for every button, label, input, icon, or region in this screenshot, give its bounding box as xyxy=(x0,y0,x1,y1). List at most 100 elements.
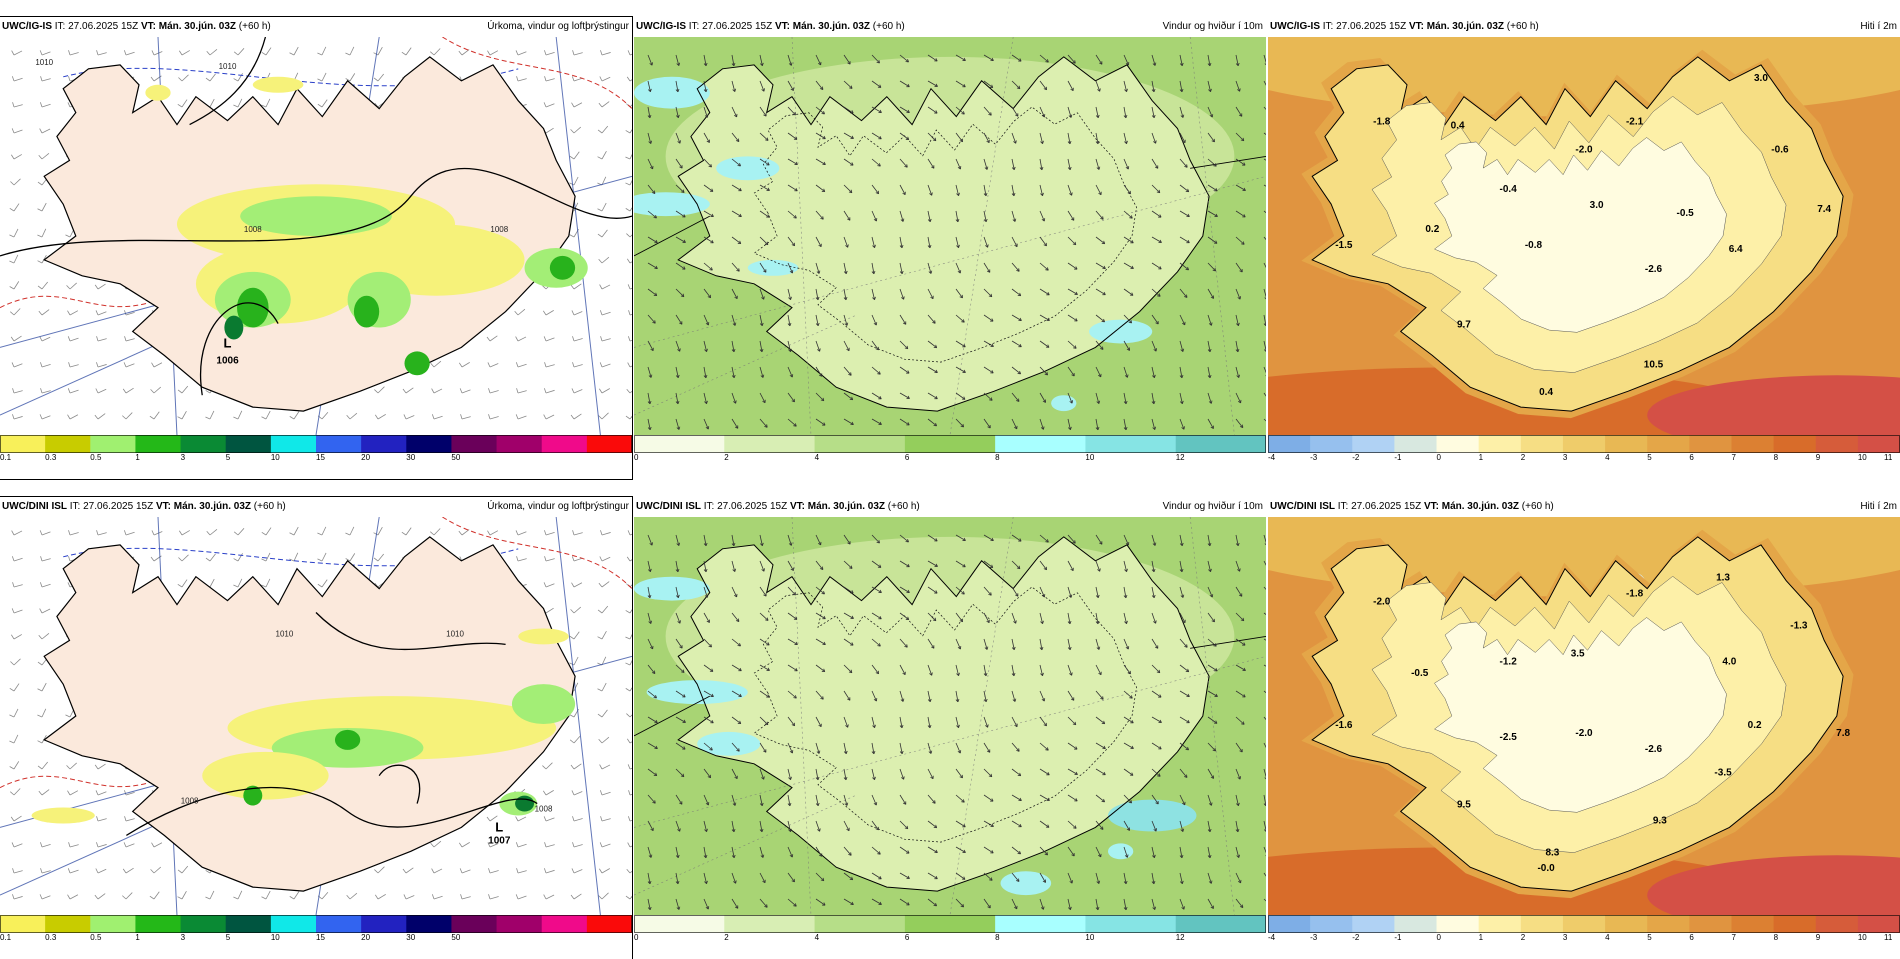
colorbar-tick-label: 7 xyxy=(1731,933,1735,942)
colorbar-tick-label: 10 xyxy=(1085,933,1094,942)
wind-map[interactable] xyxy=(634,517,1266,915)
colorbar-tick-label: 0 xyxy=(1437,933,1441,942)
panel-title: UWC/IG-IS IT: 27.06.2025 15Z VT: Mán. 30… xyxy=(2,17,271,37)
colorbar-swatch xyxy=(815,435,906,453)
temp-label: 0.2 xyxy=(1748,720,1762,731)
temp-label: -2.5 xyxy=(1500,732,1518,743)
arrow-head xyxy=(1016,620,1017,623)
panel-field-name: Úrkoma, vindur og loftþrýstingur xyxy=(487,497,629,517)
wind-colorbar xyxy=(634,435,1266,453)
colorbar-swatch xyxy=(587,915,632,933)
temp-label: 0.4 xyxy=(1539,387,1553,398)
arrow-head xyxy=(1100,568,1101,571)
colorbar-tick-label: 12 xyxy=(1176,453,1185,462)
colorbar-tick-label: 2 xyxy=(724,933,728,942)
panel-ig-is-wind: UWC/IG-IS IT: 27.06.2025 15Z VT: Mán. 30… xyxy=(634,17,1266,479)
panel-header: UWC/DINI ISL IT: 27.06.2025 15Z VT: Mán.… xyxy=(634,497,1266,517)
colorbar-swatch xyxy=(135,435,181,453)
colorbar-swatch xyxy=(1731,435,1774,453)
isobar-label: 1010 xyxy=(35,58,53,67)
colorbar-tick-label: 6 xyxy=(905,453,909,462)
colorbar-tick-label: -4 xyxy=(1268,453,1275,462)
colorbar-swatch xyxy=(1479,915,1522,933)
colorbar-swatch xyxy=(1521,915,1564,933)
arrow-head xyxy=(764,776,765,779)
colorbar-swatch xyxy=(1816,915,1859,933)
panel-dini-precip: UWC/DINI ISL IT: 27.06.2025 15Z VT: Mán.… xyxy=(0,497,632,959)
colorbar-swatch xyxy=(451,915,497,933)
arrow-head xyxy=(655,320,656,323)
isobar-label: 1008 xyxy=(181,797,199,806)
colorbar-tick-label: 3 xyxy=(1563,933,1567,942)
temp-label: 3.5 xyxy=(1571,648,1585,659)
colorbar-tick-label: -1 xyxy=(1394,453,1401,462)
temp-label: -2.0 xyxy=(1575,728,1593,739)
arrow-head xyxy=(1103,216,1104,219)
colorbar-swatch xyxy=(1605,915,1648,933)
colorbar-swatch xyxy=(1310,435,1353,453)
arrow-head xyxy=(851,852,852,855)
temp-label: 10.5 xyxy=(1644,359,1664,370)
temp-label: -2.0 xyxy=(1575,144,1593,155)
arrow-head xyxy=(1075,540,1076,543)
arrow-head xyxy=(739,748,740,751)
temp-label: -1.8 xyxy=(1373,117,1391,128)
colorbar-tick-label: 11 xyxy=(1884,933,1892,942)
colorbar-swatch xyxy=(0,435,46,453)
temp-label: 7.8 xyxy=(1836,728,1850,739)
temp-label: 9.7 xyxy=(1457,320,1471,331)
colorbar-swatch xyxy=(1858,435,1900,453)
wind-colorbar xyxy=(634,915,1266,933)
colorbar-swatch xyxy=(1731,915,1774,933)
precip-colorbar xyxy=(0,915,632,933)
colorbar-swatch xyxy=(1689,915,1732,933)
panel-header: UWC/DINI ISL IT: 27.06.2025 15Z VT: Mán.… xyxy=(0,497,632,517)
colorbar-swatch xyxy=(634,435,725,453)
arrow-head xyxy=(1075,60,1076,63)
colorbar-swatch xyxy=(1479,435,1522,453)
colorbar-swatch xyxy=(1352,915,1395,933)
colorbar-swatch xyxy=(316,915,362,933)
colorbar-swatch xyxy=(905,915,996,933)
colorbar-swatch xyxy=(271,435,317,453)
wind-map[interactable] xyxy=(634,37,1266,435)
arrow-head xyxy=(1187,644,1188,647)
arrow-head xyxy=(764,568,765,571)
arrow-head xyxy=(1100,88,1101,91)
colorbar-swatch xyxy=(1647,435,1690,453)
isobar-label: 1008 xyxy=(244,225,262,234)
colorbar-swatch xyxy=(905,435,996,453)
colorbar-tick-label: 11 xyxy=(1884,453,1892,462)
temp-label: 3.0 xyxy=(1754,73,1768,84)
colorbar-tick-label: 4 xyxy=(815,933,819,942)
colorbar-swatch xyxy=(226,435,272,453)
panel-dini-temp: UWC/DINI ISL IT: 27.06.2025 15Z VT: Mán.… xyxy=(1268,497,1900,959)
panel-title: UWC/DINI ISL IT: 27.06.2025 15Z VT: Mán.… xyxy=(2,497,286,517)
arrow-head xyxy=(767,424,768,427)
colorbar-swatch xyxy=(316,435,362,453)
arrow-head xyxy=(655,800,656,803)
arrow-head xyxy=(1019,268,1020,271)
panel-ig-is-temp: UWC/IG-IS IT: 27.06.2025 15Z VT: Mán. 30… xyxy=(1268,17,1900,479)
colorbar-tick-label: 2 xyxy=(724,453,728,462)
colorbar-swatch xyxy=(1268,435,1311,453)
panel-title: UWC/DINI ISL IT: 27.06.2025 15Z VT: Mán.… xyxy=(636,497,920,517)
colorbar-tick-label: 8 xyxy=(995,933,999,942)
temp-label: 8.3 xyxy=(1545,847,1559,858)
isobar-label: 1010 xyxy=(446,629,464,638)
colorbar-swatch xyxy=(406,435,452,453)
temp-label: 4.0 xyxy=(1722,656,1736,667)
colorbar-tick-label: 0.3 xyxy=(45,933,56,942)
arrow-head xyxy=(932,192,933,195)
panel-header: UWC/IG-IS IT: 27.06.2025 15Z VT: Mán. 30… xyxy=(0,17,632,37)
panel-header: UWC/IG-IS IT: 27.06.2025 15Z VT: Mán. 30… xyxy=(1268,17,1900,37)
colorbar-swatch xyxy=(406,915,452,933)
colorbar-swatch xyxy=(361,915,407,933)
colorbar-tick-label: 20 xyxy=(361,453,370,462)
temp-label: 0.4 xyxy=(1451,121,1465,132)
